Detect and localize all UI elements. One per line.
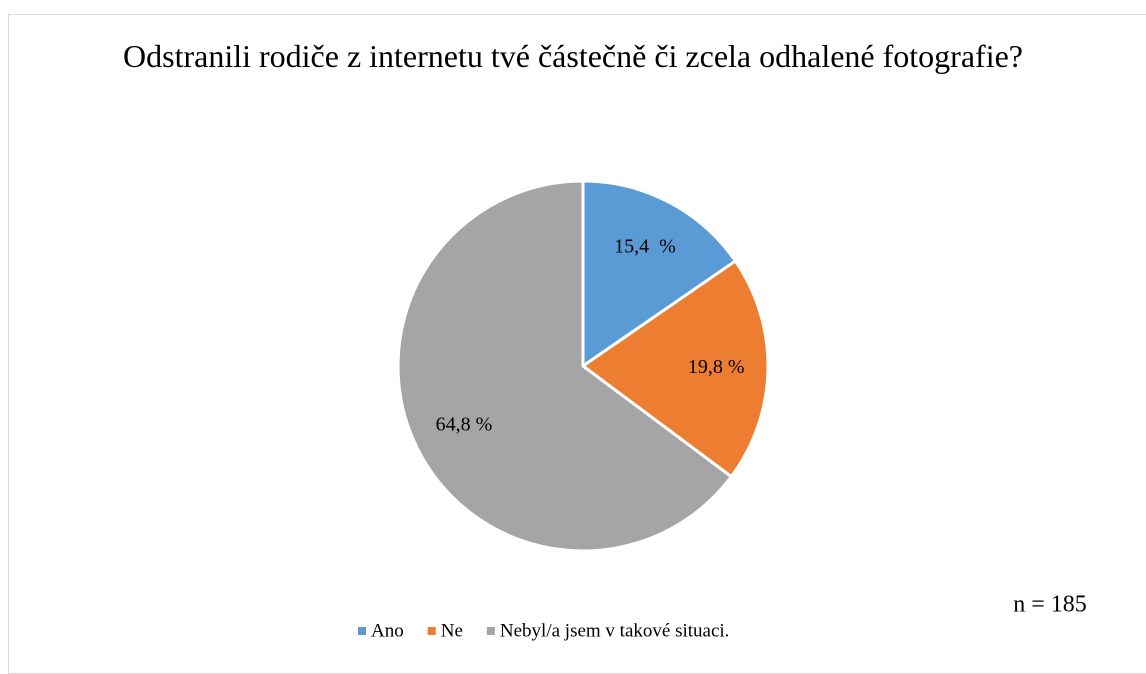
legend-label: Ne: [441, 620, 463, 641]
data-label: 64,8 %: [436, 413, 493, 435]
pie-slice: [396, 179, 734, 553]
legend-marker: [486, 627, 495, 635]
data-label: 15,4 %: [614, 236, 676, 258]
legend-marker: [427, 627, 436, 635]
chart: n = 185 15,4 % 19,8 % 64,8 % Ano Ne Nebyl/a j…: [358, 179, 1087, 641]
pie-slice: [580, 258, 770, 479]
chart-title: Odstranili rodiče z internetu tvé částeč…: [123, 38, 1023, 74]
page: Odstranili rodiče z internetu tvé částeč…: [8, 14, 1146, 674]
pie-slice: [581, 179, 738, 369]
data-label: 19,8 %: [688, 356, 745, 378]
legend-label: Nebyl/a jsem v takové situaci.: [500, 620, 730, 641]
legend-marker: [358, 627, 366, 635]
legend-label: Ano: [371, 620, 404, 641]
annotation: n = 185: [1013, 592, 1087, 618]
